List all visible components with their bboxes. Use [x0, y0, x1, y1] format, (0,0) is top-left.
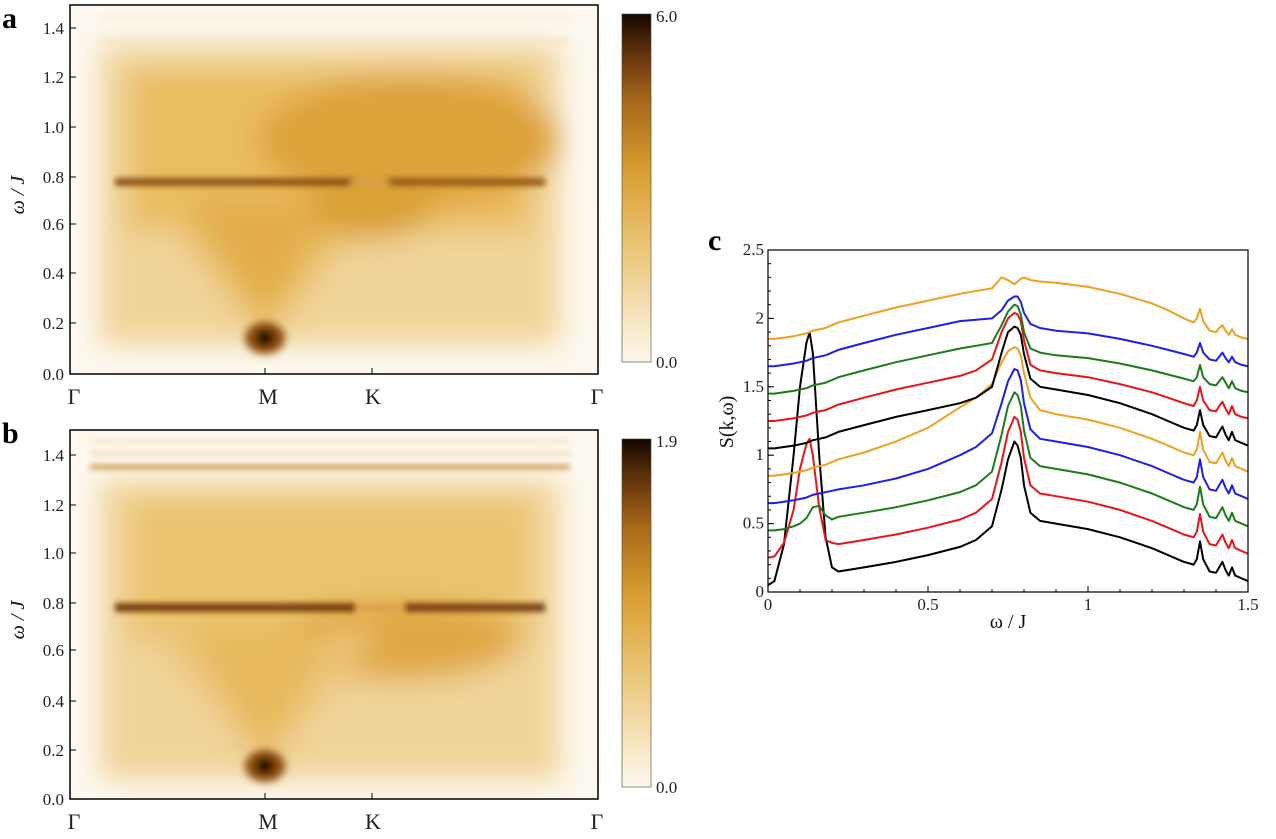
series-line-k10: [768, 276, 1248, 340]
xticks-a: Γ M K Γ: [68, 368, 604, 409]
ytick-label: 1.4: [43, 19, 65, 38]
ytick-label: 0.2: [43, 741, 64, 760]
colorbar-b-max: 1.9: [656, 432, 677, 451]
colorbar-a-max: 6.0: [656, 7, 677, 26]
xtick-gamma: Γ: [68, 384, 81, 409]
heatmap-a: [70, 5, 598, 374]
frame-a: [69, 4, 599, 375]
panel-c-letter: c: [708, 224, 721, 257]
series-line-k9: [768, 295, 1248, 368]
ytick-label: 1.2: [43, 68, 64, 87]
xtick-label: 1: [1084, 595, 1093, 614]
xtick-m: M: [258, 384, 278, 409]
colorbar-a: 6.0 0.0: [621, 7, 677, 372]
ytick-label: 0.6: [43, 215, 64, 234]
series-line-k1: [768, 331, 1248, 587]
series-line-k4: [768, 368, 1248, 505]
yticks-b: 0.0 0.2 0.4 0.6 0.8 1.0 1.2 1.4: [43, 446, 76, 809]
ytick-label: 1.4: [43, 446, 65, 465]
panel-b-letter: b: [2, 417, 19, 450]
ylabel-a: ω / J: [7, 175, 29, 215]
ytick-label: 1: [756, 445, 765, 464]
xtick-label: 0.5: [917, 595, 938, 614]
panel-a-letter: a: [2, 2, 17, 35]
xlabel-c: ω / J: [990, 611, 1027, 633]
series-line-k2: [768, 415, 1248, 559]
colorbar-b-min: 0.0: [656, 778, 677, 797]
colorbar-b: 1.9 0.0: [621, 432, 677, 797]
xticks-b: Γ M K Γ: [68, 793, 604, 834]
xtick-label: 0: [764, 595, 773, 614]
ylabel-c: S(k,ω): [716, 396, 738, 449]
xtick-gamma: Γ: [591, 809, 604, 834]
series-line-k5: [768, 346, 1248, 477]
ytick-label: 1.0: [43, 118, 64, 137]
heatmap-b: [70, 430, 598, 799]
series-line-k3: [768, 391, 1248, 532]
line-chart-c: [768, 276, 1248, 587]
xtick-k: K: [365, 809, 381, 834]
xtick-gamma: Γ: [591, 384, 604, 409]
panel-b: b: [2, 417, 677, 834]
ytick-label: 0.8: [43, 594, 64, 613]
ytick-label: 1.5: [743, 377, 764, 396]
ytick-label: 0.0: [43, 365, 64, 384]
frame-c: [767, 249, 1249, 593]
ytick-label: 0.4: [43, 692, 65, 711]
axes-c: 0 0.5 1 1.5 0 0.5 1 1.5 2 2.5: [743, 240, 1259, 614]
ylabel-b: ω / J: [7, 600, 29, 640]
ytick-label: 0.6: [43, 641, 64, 660]
ytick-label: 2: [756, 308, 765, 327]
ytick-label: 2.5: [743, 240, 764, 259]
yticks-a: 0.0 0.2 0.4 0.6 0.8 1.0 1.2 1.4: [43, 19, 76, 384]
ytick-label: 0.4: [43, 264, 65, 283]
xtick-k: K: [365, 384, 381, 409]
ytick-label: 0.8: [43, 168, 64, 187]
ytick-label: 0.5: [743, 514, 764, 533]
panel-c: c 0 0.5 1 1.5 0 0.5 1 1.5 2 2.5 ω / J S(k,ω): [708, 224, 1259, 633]
series-line-k8: [768, 303, 1248, 395]
series-line-k6: [768, 325, 1248, 450]
colorbar-a-min: 0.0: [656, 353, 677, 372]
frame-b: [69, 429, 599, 800]
xtick-gamma: Γ: [68, 809, 81, 834]
ytick-label: 0.2: [43, 314, 64, 333]
ytick-label: 1.2: [43, 496, 64, 515]
series-line-k7: [768, 311, 1248, 422]
xtick-m: M: [258, 809, 278, 834]
ytick-label: 1.0: [43, 544, 64, 563]
ytick-label: 0: [756, 582, 765, 601]
xtick-label: 1.5: [1237, 595, 1258, 614]
panel-a: a: [2, 2, 677, 409]
ytick-label: 0.0: [43, 790, 64, 809]
